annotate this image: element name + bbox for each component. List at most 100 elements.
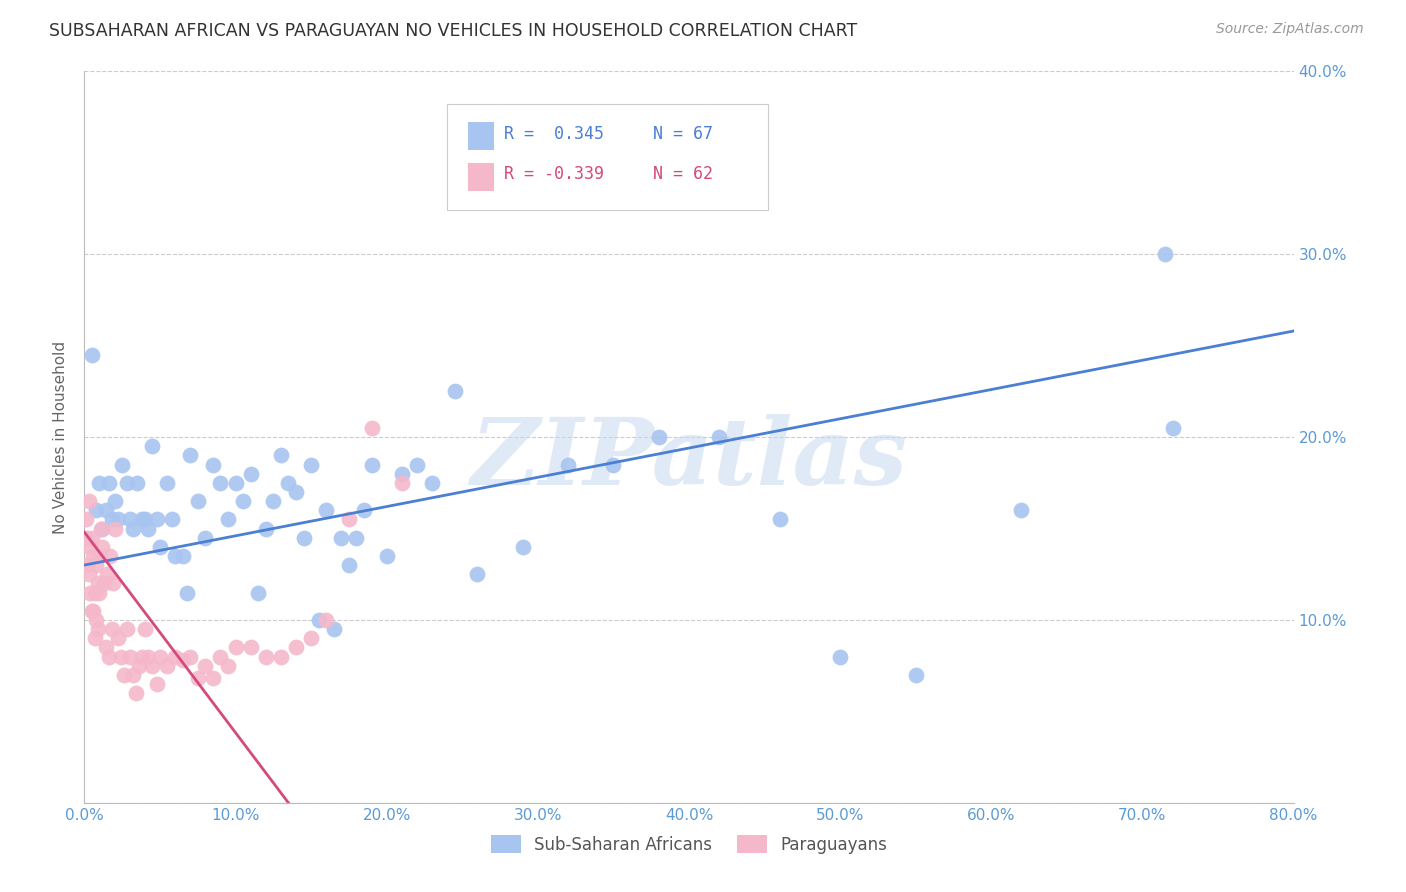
Point [391, 475, 413, 490]
Point [225, 640, 247, 655]
Point [131, 512, 153, 526]
Point [131, 649, 153, 664]
Point [262, 494, 284, 508]
Point [115, 475, 138, 490]
Point [84, 585, 107, 599]
Point [360, 458, 382, 472]
Point [225, 475, 247, 490]
Point [146, 512, 169, 526]
Point [292, 531, 315, 545]
Point [420, 475, 443, 490]
Point [89, 475, 111, 490]
Bar [468, 122, 495, 150]
Point [346, 531, 368, 545]
Point [118, 512, 141, 526]
Point [247, 585, 270, 599]
FancyBboxPatch shape [447, 104, 768, 211]
Point [82, 549, 104, 563]
Point [209, 649, 232, 664]
Point [136, 521, 159, 535]
Point [86, 613, 108, 627]
Point [322, 622, 344, 636]
Point [172, 549, 194, 563]
Point [467, 567, 489, 582]
Point [87, 576, 110, 591]
Point [146, 677, 169, 691]
Point [254, 649, 277, 664]
Point [337, 558, 360, 573]
Point [1011, 503, 1033, 517]
Point [76, 531, 98, 545]
Point [512, 540, 534, 554]
Point [160, 512, 183, 526]
Point [121, 667, 143, 681]
Point [84, 632, 107, 646]
Point [75, 512, 97, 526]
Point [111, 458, 134, 472]
Point [270, 448, 292, 462]
Text: N = 67: N = 67 [652, 125, 713, 143]
Point [93, 576, 115, 591]
Point [115, 622, 138, 636]
Legend: Sub-Saharan Africans, Paraguayans: Sub-Saharan Africans, Paraguayans [484, 829, 894, 860]
Point [82, 604, 104, 618]
Point [557, 458, 579, 472]
Point [201, 672, 224, 686]
Point [104, 521, 127, 535]
Point [90, 521, 112, 535]
Point [194, 658, 217, 673]
Point [315, 503, 337, 517]
Point [360, 421, 382, 435]
Point [149, 540, 172, 554]
Point [156, 658, 179, 673]
Point [830, 649, 852, 664]
Point [98, 549, 121, 563]
Point [285, 485, 308, 500]
Point [134, 512, 156, 526]
Point [156, 475, 179, 490]
Point [239, 640, 262, 655]
Point [121, 521, 143, 535]
Text: R =  0.345: R = 0.345 [503, 125, 605, 143]
Point [709, 430, 731, 444]
Point [91, 521, 114, 535]
Point [101, 576, 124, 591]
Point [141, 658, 163, 673]
Point [187, 494, 209, 508]
Point [110, 649, 132, 664]
Point [86, 503, 108, 517]
Point [179, 448, 201, 462]
Point [337, 512, 360, 526]
Point [97, 649, 120, 664]
Point [254, 521, 277, 535]
Point [80, 604, 103, 618]
Point [375, 549, 398, 563]
Point [602, 458, 624, 472]
Point [308, 613, 330, 627]
Point [89, 585, 111, 599]
Point [136, 649, 159, 664]
Point [77, 494, 100, 508]
Point [86, 558, 108, 573]
Text: N = 62: N = 62 [652, 166, 713, 184]
Point [107, 632, 129, 646]
Point [149, 649, 172, 664]
Point [165, 549, 187, 563]
Point [194, 531, 217, 545]
Point [104, 494, 127, 508]
Text: Source: ZipAtlas.com: Source: ZipAtlas.com [1216, 22, 1364, 37]
Point [406, 458, 429, 472]
Point [277, 475, 299, 490]
Point [217, 512, 239, 526]
Point [769, 512, 792, 526]
Point [94, 640, 117, 655]
Point [87, 622, 110, 636]
Point [134, 622, 156, 636]
Point [77, 567, 100, 582]
Point [391, 467, 413, 481]
Point [100, 512, 122, 526]
Point [127, 475, 149, 490]
Point [179, 649, 201, 664]
Point [125, 686, 148, 700]
Bar [468, 163, 495, 191]
